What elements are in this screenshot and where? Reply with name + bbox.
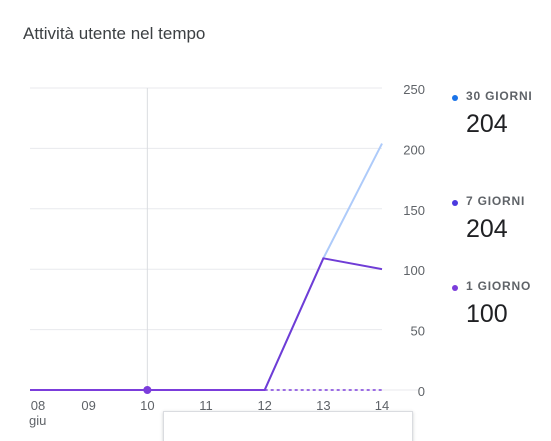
legend-item[interactable]: 7 GIORNI 204 — [452, 194, 551, 243]
x-tick-label: 10 — [140, 398, 154, 413]
y-tick-label: 0 — [418, 384, 425, 399]
x-tick-label: 12 — [257, 398, 271, 413]
legend-header: 1 GIORNO — [452, 279, 551, 300]
legend-label: 7 GIORNI — [466, 194, 526, 208]
legend-dot-icon — [452, 95, 458, 101]
y-tick-label: 150 — [403, 203, 425, 218]
card-title: Attività utente nel tempo — [23, 24, 206, 43]
legend-label: 30 GIORNI — [466, 89, 533, 103]
x-tick-label: 14 — [375, 398, 389, 413]
legend-label: 1 GIORNO — [466, 279, 532, 293]
legend-dot-icon — [452, 200, 458, 206]
x-tick-sublabel: giu — [29, 413, 46, 428]
legend-item[interactable]: 30 GIORNI 204 — [452, 89, 551, 138]
hover-point — [143, 386, 152, 394]
x-tick-label: 13 — [316, 398, 330, 413]
y-tick-label: 50 — [411, 324, 425, 339]
legend-value: 100 — [466, 300, 508, 328]
y-tick-label: 250 — [403, 82, 425, 97]
x-tick-label: 09 — [81, 398, 95, 413]
y-tick-label: 100 — [403, 263, 425, 278]
legend-header: 7 GIORNI — [452, 194, 551, 215]
legend-value: 204 — [466, 110, 508, 138]
x-tick-label: 08 — [31, 398, 45, 413]
legend-value: 204 — [466, 215, 508, 243]
series-line-30-giorni — [30, 143, 383, 391]
legend-item[interactable]: 1 GIORNO 100 — [452, 279, 551, 328]
chart-tooltip — [163, 411, 413, 441]
x-tick-label: 11 — [199, 398, 213, 413]
series-line-7-giorni — [30, 257, 383, 391]
legend-header: 30 GIORNI — [452, 89, 551, 110]
legend-dot-icon — [452, 285, 458, 291]
y-tick-label: 200 — [403, 142, 425, 157]
